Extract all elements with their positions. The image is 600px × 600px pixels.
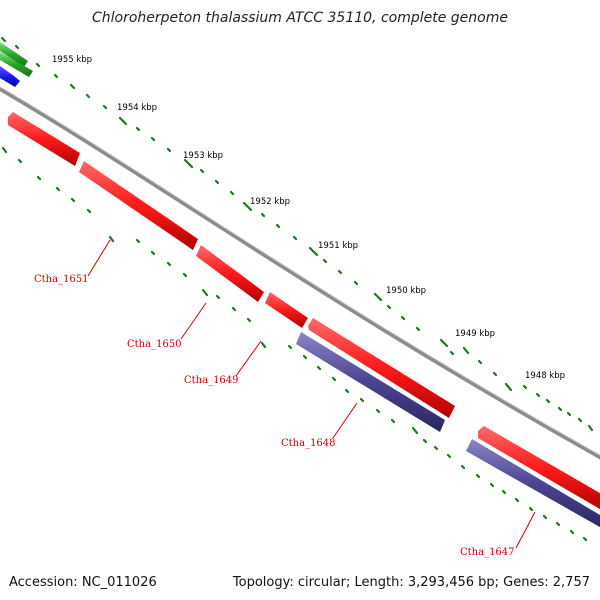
genome-backbone-highlight [0, 86, 600, 456]
gene-labels: Ctha_1651 Ctha_1650 Ctha_1649 Ctha_1648 … [34, 274, 515, 558]
gene-label-ctha-1651: Ctha_1651 [34, 274, 89, 285]
forward-cds-track [8, 112, 600, 510]
cds-ctha-1647 [478, 426, 600, 510]
genome-summary-text: Topology: circular; Length: 3,293,456 bp… [232, 575, 590, 590]
outer-tick-ring [0, 36, 594, 432]
reverse-cds-track [296, 332, 600, 528]
tick-label-1949: 1949 kbp [455, 329, 495, 339]
cds-ctha-1647-rev [466, 439, 600, 528]
inner-tick-ring [1, 146, 588, 542]
tick-label-1950: 1950 kbp [386, 286, 426, 296]
genome-title: Chloroherpeton thalassium ATCC 35110, co… [92, 10, 508, 26]
cds-ctha-1651 [8, 112, 80, 166]
tick-label-1951: 1951 kbp [318, 241, 358, 251]
accession-text: Accession: NC_011026 [9, 575, 157, 590]
cds-ctha-1648-fwd [308, 318, 455, 418]
genome-backbone [0, 86, 600, 460]
tick-label-1955: 1955 kbp [52, 55, 92, 65]
cds-ctha-1648 [296, 332, 445, 432]
tick-label-1954: 1954 kbp [117, 103, 157, 113]
gene-label-leaders [87, 239, 536, 549]
gene-label-ctha-1649: Ctha_1649 [184, 375, 239, 386]
cds-ctha-1649b [265, 292, 308, 328]
cds-ctha-1649 [196, 245, 264, 302]
cds-ctha-1650 [79, 161, 198, 250]
gene-label-ctha-1648: Ctha_1648 [281, 438, 336, 449]
blue-feature [0, 66, 20, 87]
green-feature-bars [0, 42, 33, 77]
kbp-labels: 1955 kbp 1954 kbp 1953 kbp 1952 kbp 1951… [52, 55, 565, 381]
gene-label-ctha-1647: Ctha_1647 [460, 547, 515, 558]
tick-label-1953: 1953 kbp [183, 151, 223, 161]
tick-label-1948: 1948 kbp [525, 371, 565, 381]
tick-label-1952: 1952 kbp [250, 197, 290, 207]
gene-label-ctha-1650: Ctha_1650 [127, 339, 182, 350]
